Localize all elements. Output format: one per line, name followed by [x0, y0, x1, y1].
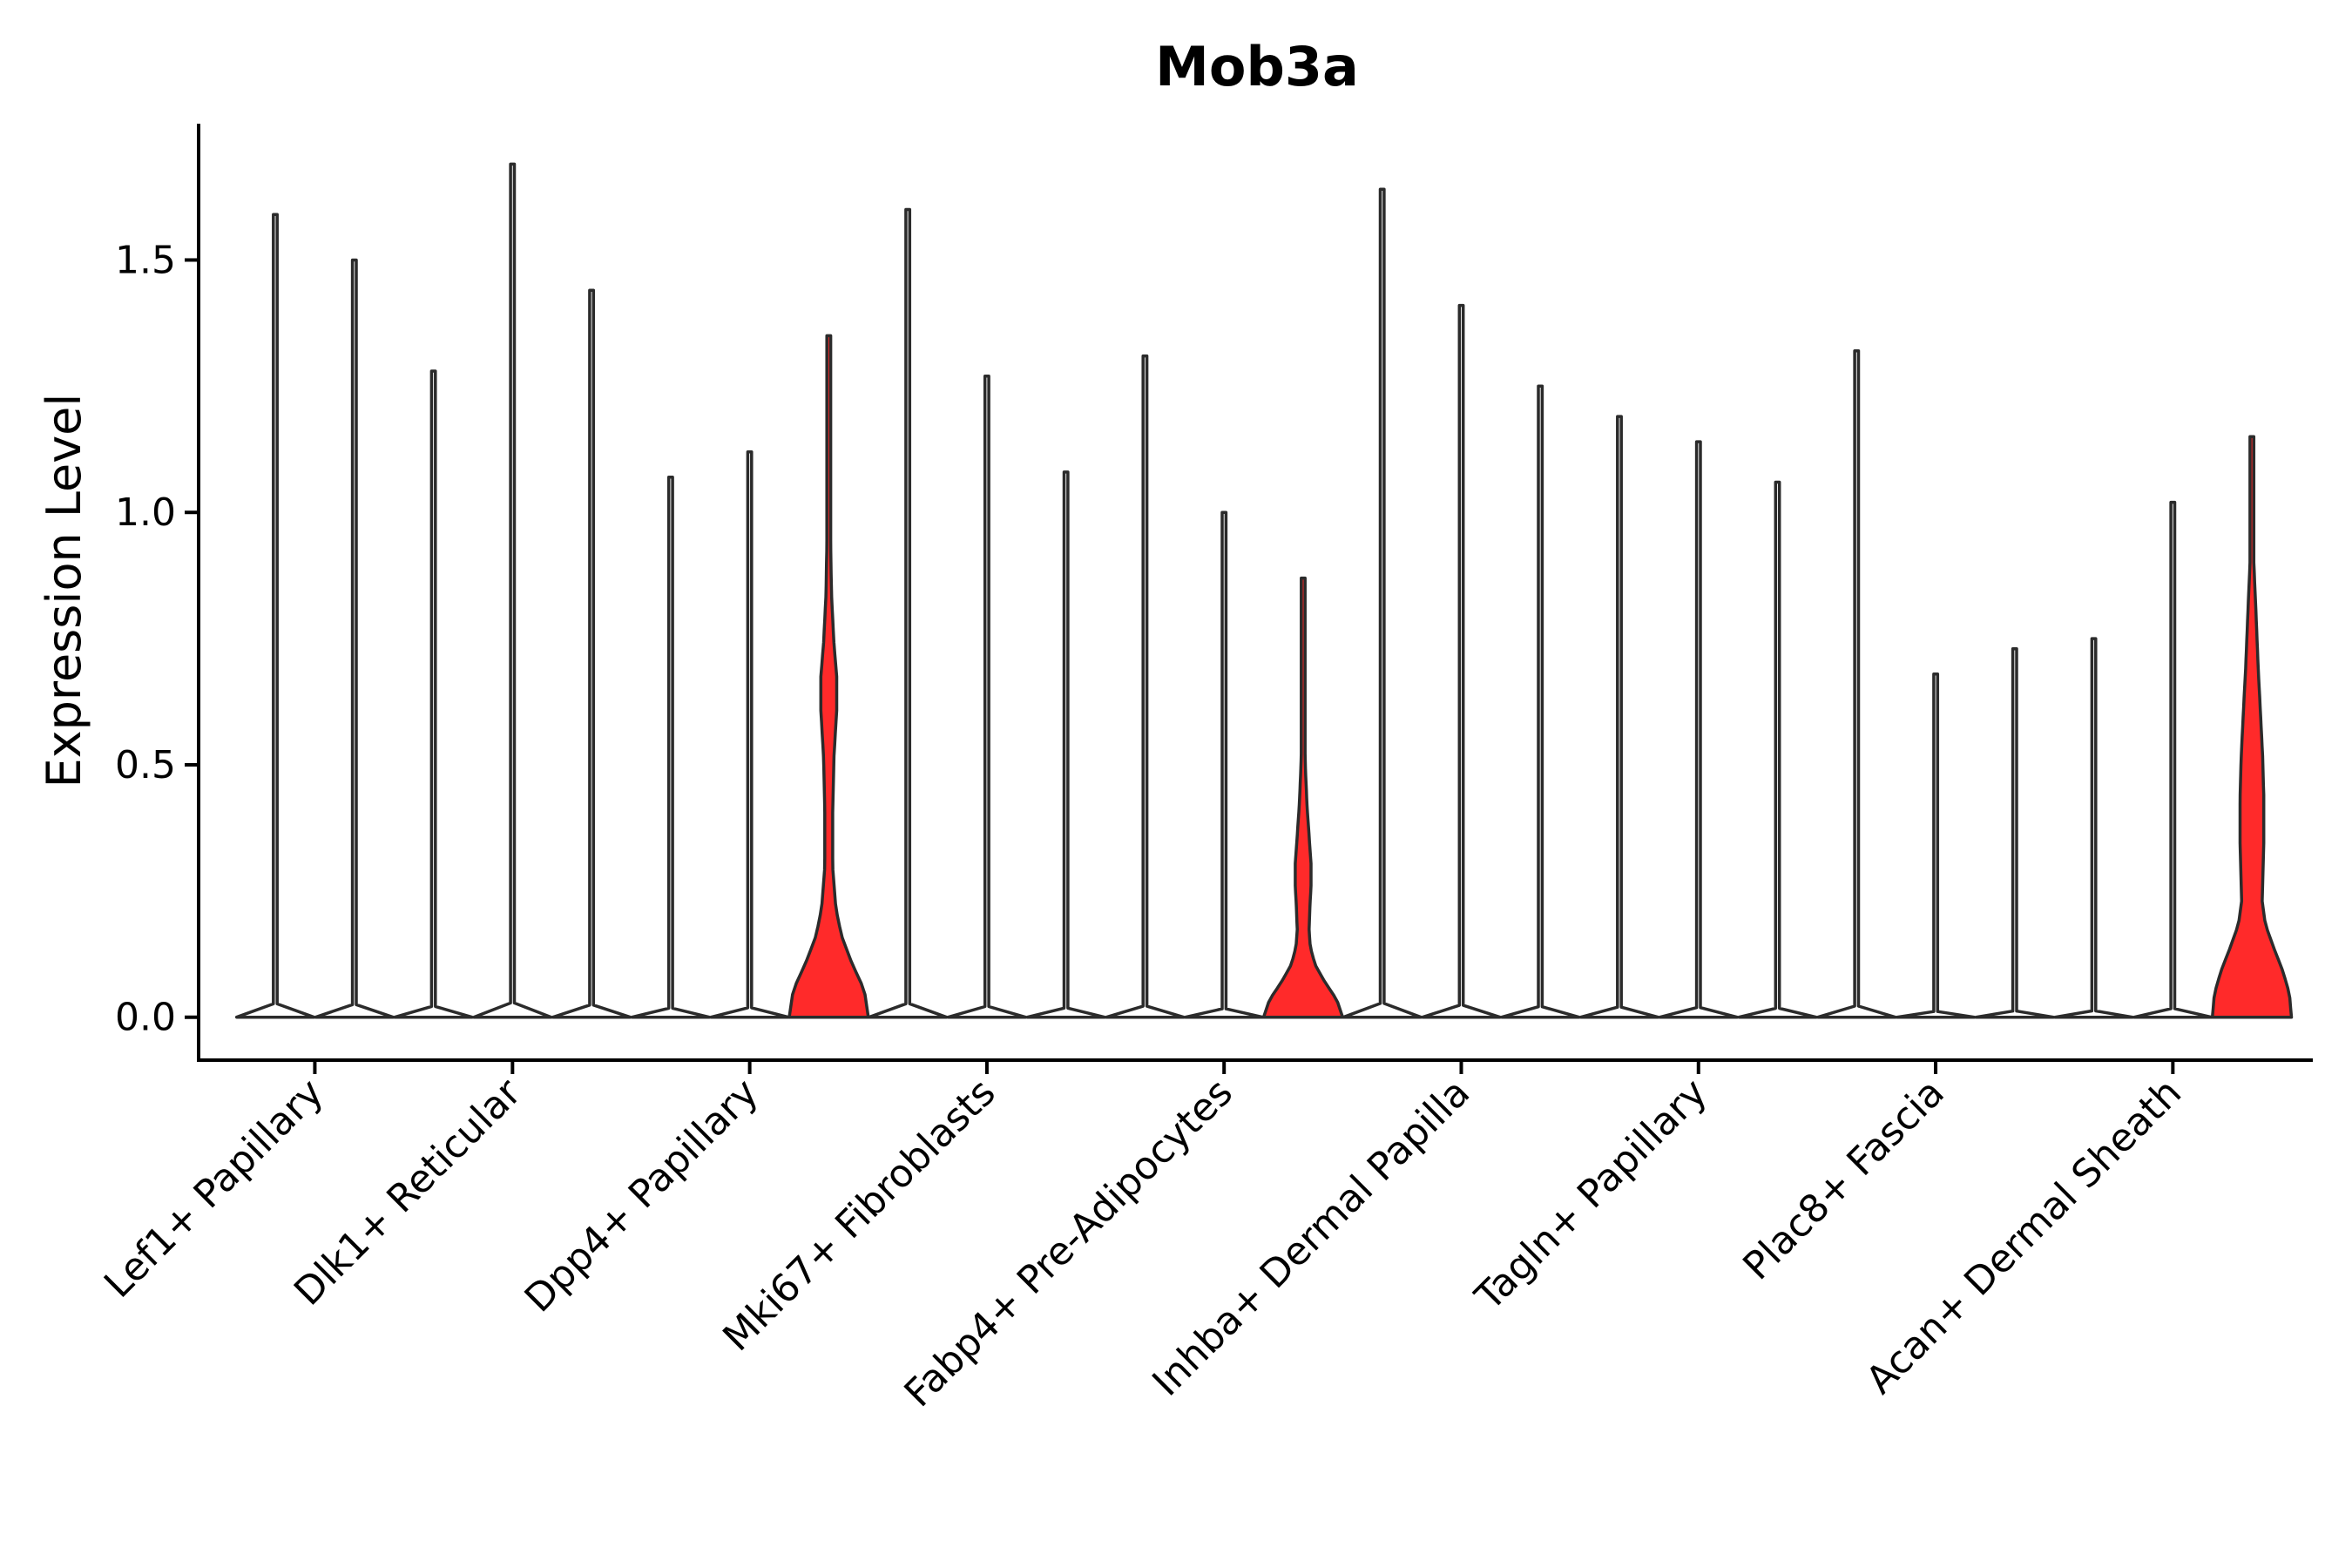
violin-9-2 [2132, 500, 2213, 1019]
violin-9-1 [2053, 637, 2134, 1019]
violin-9-3 [2210, 435, 2294, 1019]
violin-4-3 [1025, 470, 1106, 1019]
y-tick-label-1: 0.0 [115, 996, 176, 1040]
violin-8-3 [1974, 646, 2056, 1019]
x-tick-label-4: Mki67+ Fibroblasts [714, 1071, 1004, 1360]
violin-5-3 [1261, 576, 1345, 1019]
violin-8-1 [1816, 349, 1897, 1019]
violin-1-2 [314, 258, 395, 1019]
violin-5-1 [1105, 354, 1186, 1019]
violin-6-1 [1342, 187, 1423, 1019]
violin-4-1 [867, 207, 949, 1019]
y-tick-label-3: 1.0 [115, 490, 176, 535]
y-ticks-layer: 0.0 0.5 1.0 1.5 [115, 238, 199, 1040]
chart-title: Mob3a [1155, 35, 1359, 98]
violin-5-2 [1183, 510, 1265, 1019]
violin-3-2 [709, 449, 790, 1019]
y-tick-label-4: 1.5 [115, 238, 176, 282]
violin-7-1 [1578, 415, 1660, 1019]
violin-2-3 [551, 288, 632, 1019]
violin-7-2 [1658, 440, 1739, 1019]
x-tick-label-7: Tagln+ Papillary [1466, 1071, 1715, 1320]
violin-7-3 [1737, 480, 1818, 1019]
violin-4-2 [946, 375, 1028, 1019]
violins-layer [234, 162, 2294, 1019]
x-tick-label-8: Plac8+ Fascia [1734, 1071, 1953, 1289]
violin-6-3 [1500, 384, 1581, 1019]
y-tick-label-2: 0.5 [115, 743, 176, 787]
violin-8-2 [1895, 672, 1977, 1019]
violin-2-1 [393, 369, 474, 1019]
violin-3-3 [787, 334, 870, 1019]
x-tick-label-3: Dpp4+ Papillary [517, 1071, 767, 1321]
violin-6-2 [1421, 303, 1502, 1019]
violin-3-1 [630, 475, 712, 1019]
violin-1-1 [234, 213, 316, 1019]
y-axis-label: Expression Level [37, 394, 91, 788]
violin-2-2 [472, 162, 553, 1019]
